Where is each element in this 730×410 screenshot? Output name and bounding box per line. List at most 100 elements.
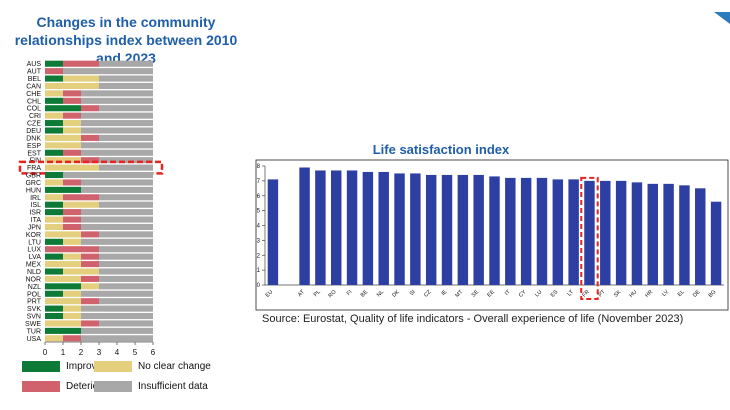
- bar-isr-insufficient-data: [81, 209, 153, 216]
- bar-isr-improving: [45, 209, 63, 216]
- bar-isl-improving: [45, 201, 63, 208]
- bar-kor-insufficient-data: [99, 231, 153, 238]
- bar-dk: [394, 173, 405, 285]
- bar-ie: [441, 174, 453, 285]
- bar-se: [473, 174, 484, 285]
- bar-mex-no-clear-change: [45, 261, 81, 268]
- y-tick-dnk: DNK: [26, 135, 41, 142]
- y-tick-nor: NOR: [25, 276, 41, 283]
- x-tick-it: IT: [504, 289, 512, 297]
- x-tick-1: 1: [61, 348, 66, 357]
- legend-label-insufficient: Insufficient data: [138, 381, 208, 392]
- bar-esp-insufficient-data: [81, 142, 153, 149]
- y-tick-svn: SVN: [27, 314, 41, 321]
- bar-est-improving: [45, 149, 63, 156]
- bar-prt-no-clear-change: [45, 298, 81, 305]
- bar-fi: [346, 170, 358, 285]
- bar-svk-no-clear-change: [63, 305, 81, 312]
- y-tick-kor: KOR: [26, 232, 41, 239]
- legend-label-improving: Improving: [66, 361, 110, 372]
- bar-nzl-no-clear-change: [81, 283, 99, 290]
- bar-nld-insufficient-data: [99, 268, 153, 275]
- bar-at: [299, 167, 310, 285]
- legend-item-insufficient: Insufficient data: [94, 381, 208, 392]
- y-tick-gbr: GBR: [26, 173, 41, 180]
- bar-fra-insufficient-data: [99, 164, 153, 171]
- bar-col-improving: [45, 105, 81, 112]
- bar-fin-deteriorating: [81, 157, 99, 164]
- bar-mt: [457, 174, 469, 285]
- x-tick-si: SI: [409, 289, 417, 297]
- x-tick-es: ES: [550, 289, 560, 299]
- bar-deu-insufficient-data: [81, 127, 153, 134]
- bar-ita-insufficient-data: [81, 216, 153, 223]
- bar-cze-no-clear-change: [63, 120, 81, 127]
- legend: Improving No clear change Deteriorating …: [22, 361, 222, 397]
- bar-chl-insufficient-data: [81, 97, 153, 104]
- x-tick-se: SE: [471, 289, 481, 299]
- life-satisfaction-chart: 0 1 2 3 4 5 6 7 8 EU AT PL RO FI BE NL DK SI CZ IE MT SE EE IT C…: [255, 159, 729, 311]
- bar-gbr-insufficient-data: [63, 171, 153, 179]
- x-tick-eu: EU: [265, 289, 275, 299]
- bar-cze-improving: [45, 120, 63, 127]
- y-tick-lva: LVA: [29, 254, 42, 261]
- bar-de: [695, 188, 706, 285]
- x-tick-pt: PT: [597, 289, 607, 299]
- bar-che-deteriorating: [63, 90, 81, 97]
- legend-item-improving: Improving: [22, 361, 110, 372]
- bar-tur-improving: [45, 327, 81, 334]
- y-tick-7: 7: [257, 179, 261, 185]
- bar-swe-deteriorating: [81, 320, 99, 327]
- x-tick-lu: LU: [534, 289, 543, 298]
- y-tick-aus: AUS: [27, 61, 42, 68]
- y-tick-est: EST: [27, 150, 41, 157]
- bar-grc-no-clear-change: [45, 179, 63, 186]
- bar-grc-insufficient-data: [81, 179, 153, 186]
- bar-nl: [378, 171, 389, 285]
- bar-it: [505, 177, 516, 285]
- bar-aus-improving: [45, 60, 63, 67]
- bar-bel-no-clear-change: [63, 75, 99, 82]
- x-tick-be: BE: [360, 289, 370, 299]
- bar-swe-insufficient-data: [99, 320, 153, 327]
- y-tick-4: 4: [257, 224, 261, 230]
- bar-hun-insufficient-data: [81, 186, 153, 193]
- y-tick-jpn: JPN: [28, 224, 41, 231]
- bar-dnk-insufficient-data: [99, 134, 153, 141]
- bar-lu: [536, 177, 548, 285]
- x-tick-el: EL: [677, 289, 686, 298]
- bar-isr-deteriorating: [63, 209, 81, 216]
- bar-ita-no-clear-change: [45, 216, 63, 223]
- plot-frame: [255, 159, 729, 311]
- bar-kor-deteriorating: [81, 231, 99, 238]
- bar-lt: [568, 179, 579, 285]
- bar-col-deteriorating: [81, 105, 99, 112]
- x-tick-ee: EE: [486, 289, 496, 299]
- bar-si: [410, 173, 421, 285]
- x-tick-ie: IE: [441, 289, 449, 297]
- bar-lv: [663, 183, 674, 285]
- y-tick-lux: LUX: [27, 247, 41, 254]
- bar-chl-improving: [45, 97, 63, 104]
- life-satisfaction-title: Life satisfaction index: [372, 142, 510, 157]
- x-tick-fr: FR: [581, 289, 590, 298]
- bar-lva-improving: [45, 253, 63, 260]
- bar-prt-insufficient-data: [99, 298, 153, 305]
- bar-aus-insufficient-data: [99, 60, 153, 67]
- bar-sk: [615, 180, 627, 285]
- x-tick-pl: PL: [313, 289, 322, 298]
- y-tick-5: 5: [257, 209, 261, 215]
- y-tick-0: 0: [257, 283, 261, 289]
- x-tick-3: 3: [97, 348, 102, 357]
- y-tick-pol: POL: [27, 291, 41, 298]
- bar-deu-no-clear-change: [63, 127, 81, 134]
- bar-chl-deteriorating: [63, 97, 81, 104]
- bar-deu-improving: [45, 127, 63, 134]
- x-tick-0: 0: [43, 348, 48, 357]
- highlight-box-fra: [18, 160, 164, 175]
- bar-cri-deteriorating: [63, 112, 81, 119]
- y-tick-col: COL: [27, 106, 42, 113]
- bar-jpn-no-clear-change: [45, 223, 63, 231]
- bar-pol-no-clear-change: [63, 290, 81, 297]
